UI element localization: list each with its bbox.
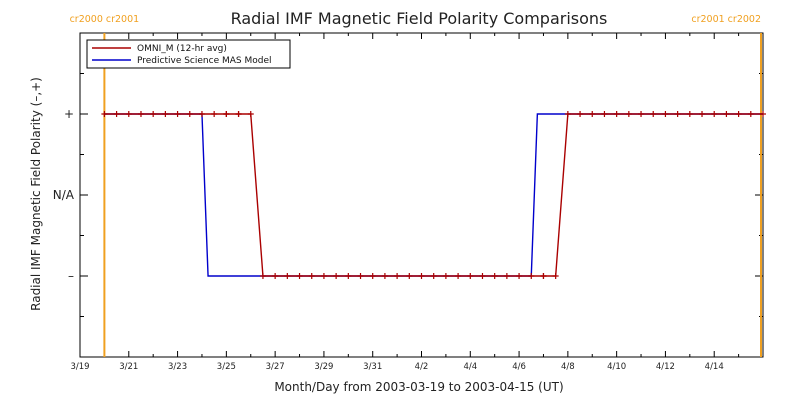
series-layer: [101, 111, 766, 279]
x-tick-label: 4/6: [512, 362, 526, 372]
legend-label: Predictive Science MAS Model: [137, 56, 272, 66]
legend: OMNI_M (12-hr avg) Predictive Science MAS…: [86, 39, 291, 69]
y-tick-label: N/A: [53, 188, 75, 202]
series-marker: [686, 111, 693, 117]
series-marker: [662, 111, 669, 117]
series-marker: [564, 111, 571, 117]
x-tick-label: 4/10: [607, 362, 626, 372]
carrington-rotation-label: cr2001 cr2002: [691, 14, 761, 25]
x-tick-label: 3/21: [119, 362, 138, 372]
series-line: [104, 113, 763, 277]
series-marker: [137, 111, 144, 117]
x-tick-label: 3/19: [70, 362, 89, 372]
series-marker: [711, 111, 718, 117]
series-marker: [296, 273, 303, 279]
x-tick-label: 4/12: [656, 362, 675, 372]
series-marker: [247, 111, 254, 117]
series-marker: [223, 111, 230, 117]
series-marker: [577, 111, 584, 117]
series-marker: [455, 273, 462, 279]
series-marker: [540, 273, 547, 279]
series-marker: [491, 273, 498, 279]
series-marker: [442, 273, 449, 279]
plot-frame: [79, 32, 764, 358]
series-marker: [357, 273, 364, 279]
series-marker: [430, 273, 437, 279]
series-marker: [613, 111, 620, 117]
series-marker: [638, 111, 645, 117]
x-tick-label: 3/25: [217, 362, 236, 372]
series-marker: [211, 111, 218, 117]
x-tick-label: 3/29: [314, 362, 333, 372]
y-tick-label: –: [68, 269, 74, 283]
x-tick-label: 4/4: [463, 362, 477, 372]
series-marker: [650, 111, 657, 117]
series-marker: [198, 111, 205, 117]
series-marker: [723, 111, 730, 117]
series-marker: [747, 111, 754, 117]
series-marker: [394, 273, 401, 279]
series-marker: [760, 111, 766, 117]
series-marker: [589, 111, 596, 117]
legend-label: OMNI_M (12-hr avg): [137, 44, 227, 54]
series-marker: [625, 111, 632, 117]
series-marker: [516, 273, 523, 279]
series-marker: [125, 111, 132, 117]
series-marker: [381, 273, 388, 279]
x-axis: 3/19 3/21 3/23 3/25 3/27 3/29 3/31 4/2 4/4 4/6 4/8…: [70, 33, 764, 372]
series-marker: [113, 111, 120, 117]
y-axis-label: Radial IMF Magnetic Field Polarity (–,+): [29, 77, 43, 311]
x-tick-label: 4/8: [561, 362, 575, 372]
carrington-rotation-label: cr2000 cr2001: [70, 14, 140, 25]
x-tick-label: 4/14: [705, 362, 724, 372]
legend-box: [86, 39, 291, 69]
series-marker: [162, 111, 169, 117]
series-marker: [101, 111, 108, 117]
series-marker: [418, 273, 425, 279]
series-marker: [345, 273, 352, 279]
x-tick-label: 3/23: [168, 362, 187, 372]
series-marker: [699, 111, 706, 117]
series-marker: [284, 273, 291, 279]
carrington-rotation-labels: cr2000 cr2001 cr2001 cr2002: [70, 14, 761, 25]
series-marker: [735, 111, 742, 117]
y-axis: – N/A +: [53, 32, 763, 358]
x-tick-label: 3/31: [363, 362, 382, 372]
series-marker: [308, 273, 315, 279]
series-marker: [503, 273, 510, 279]
x-tick-label: 4/2: [415, 362, 429, 372]
series-marker: [186, 111, 193, 117]
series-marker: [150, 111, 157, 117]
series-marker: [369, 273, 376, 279]
y-tick-label: +: [64, 107, 74, 121]
series-marker: [259, 273, 266, 279]
series-marker: [601, 111, 608, 117]
series-marker: [528, 273, 535, 279]
series-marker: [235, 111, 242, 117]
carrington-rotation-markers: [103, 33, 762, 357]
series-marker: [467, 273, 474, 279]
x-tick-label: 3/27: [266, 362, 285, 372]
chart-title: Radial IMF Magnetic Field Polarity Compa…: [231, 9, 608, 28]
series-marker: [320, 273, 327, 279]
x-axis-label: Month/Day from 2003-03-19 to 2003-04-15 …: [274, 380, 563, 394]
series-marker: [333, 273, 340, 279]
series-marker: [674, 111, 681, 117]
series-marker: [406, 273, 413, 279]
series-marker: [552, 273, 559, 279]
series-marker: [272, 273, 279, 279]
series-marker: [174, 111, 181, 117]
series-marker: [479, 273, 486, 279]
